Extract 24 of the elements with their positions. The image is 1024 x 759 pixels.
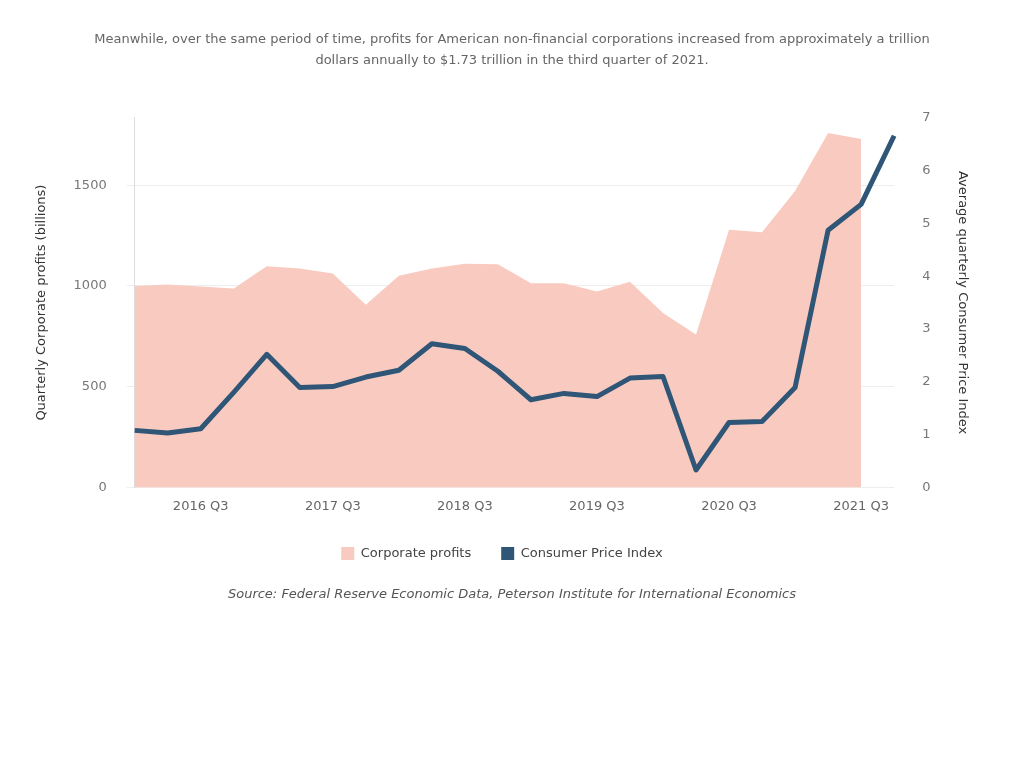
y-tick-label: 1000	[73, 277, 107, 293]
x-tick-label: 2018 Q3	[437, 497, 493, 513]
legend-label: Corporate profits	[360, 544, 472, 560]
y2-tick-label: 0	[922, 478, 931, 494]
x-tick-label: 2020 Q3	[701, 497, 757, 513]
x-tick-label: 2017 Q3	[304, 497, 361, 513]
source-note: Source: Federal Reserve Economic Data, Peterson Institute for International Economics	[226, 586, 798, 601]
y2-tick-label: 5	[922, 214, 931, 230]
y2-tick-label: 4	[922, 267, 931, 283]
y2-tick-label: 3	[922, 320, 931, 336]
x-tick-label: 2021 Q3	[833, 497, 889, 513]
y2-tick-label: 1	[922, 425, 931, 441]
y2-axis-title: Average quarterly Consumer Price Index	[955, 170, 971, 435]
y-tick-label: 0	[98, 478, 107, 494]
y-tick-label: 1500	[73, 176, 107, 192]
y2-tick-label: 7	[922, 109, 931, 125]
x-tick-label: 2019 Q3	[569, 497, 625, 513]
legend-label: Consumer Price Index	[520, 544, 664, 560]
y2-tick-label: 6	[922, 161, 931, 177]
x-tick-label: 2016 Q3	[172, 497, 229, 513]
chart-title: Meanwhile, over the same period of time, profits for American non-financial corporations increased from approximately a trillion dollars annually to $1.73 trillion in the third quarter of 2021.	[93, 30, 931, 69]
y-tick-label: 500	[81, 378, 107, 394]
y-axis-title: Quarterly Corporate profits (billions)	[33, 184, 49, 421]
y2-tick-label: 2	[922, 373, 931, 389]
